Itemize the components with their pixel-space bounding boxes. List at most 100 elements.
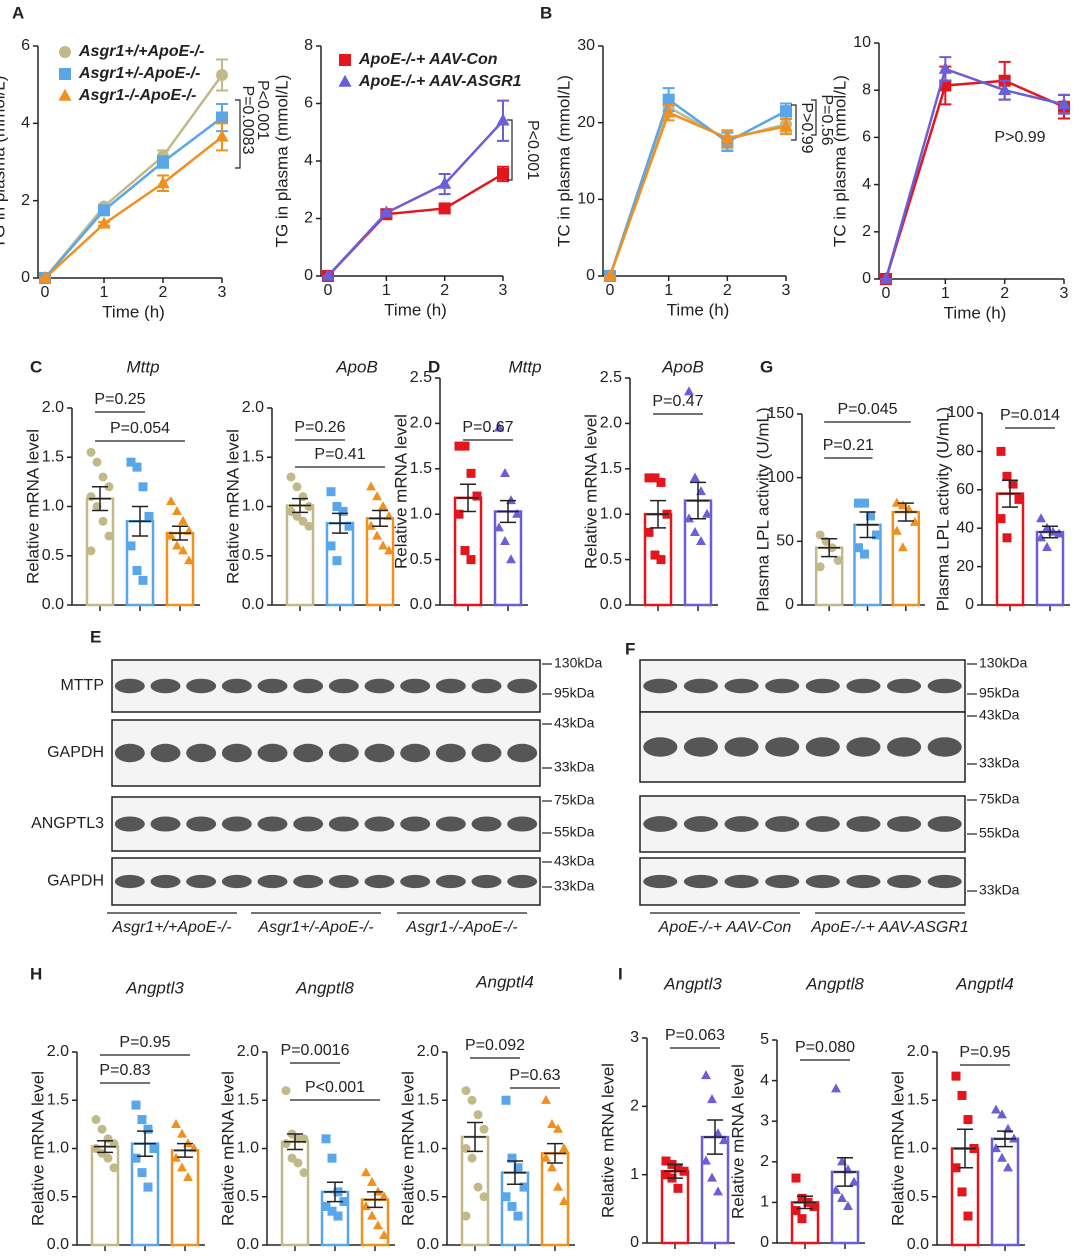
blot-frame [111,719,541,787]
bar [165,531,195,607]
blot-band [805,816,840,832]
marker [97,216,111,229]
x-tick-label: 0 [882,285,891,302]
legend-label: Asgr1+/-ApoE-/- [78,65,200,82]
y-tick-label: 1.0 [242,498,264,515]
blot-band [507,874,538,889]
x-tick-label: 2 [440,282,449,299]
marker [1036,513,1046,523]
marker [372,530,382,540]
y-tick-label: 2.0 [237,1043,259,1060]
marker [860,549,869,559]
marker-label: 43kDa [979,707,1020,723]
marker [438,202,451,215]
marker [339,54,351,66]
panel-label: E [90,627,101,646]
x-tick-label: 1 [664,282,673,299]
x-tick-label: 0 [606,282,615,299]
marker-label: 33kDa [554,878,595,894]
marker [287,1153,297,1163]
marker [998,83,1012,95]
chart-title: ApoB [661,357,704,376]
marker [143,1182,153,1192]
marker [496,113,510,126]
marker [292,511,302,521]
marker [963,1211,973,1221]
error-bar [834,1156,856,1187]
marker [479,1124,489,1134]
line [327,119,504,277]
blot-band [400,678,431,694]
y-tick-label: 1.0 [237,1140,259,1157]
marker [690,472,700,482]
marker [662,93,675,106]
marker [500,536,510,546]
y-tick-label: 1.5 [42,448,64,465]
marker [872,530,881,540]
blot-band [221,816,252,832]
blot-band [364,816,395,832]
blot-band [471,743,502,763]
group-label: ApoE-/-+ AAV-ASGR1 [810,919,969,936]
blot-band [471,678,502,694]
marker [338,74,352,87]
annotation: P=0.67 [462,419,513,436]
panel-label: H [30,964,42,983]
y-tick-label: 2.5 [600,369,622,386]
annotation: P<0.001 [524,120,541,180]
annotation: P=0.56 [818,94,835,145]
blot-band [293,678,324,694]
blot-band [150,874,181,889]
error-bar [647,499,669,529]
blot-band [150,816,181,832]
panel-label: G [760,357,773,376]
marker [338,506,348,516]
marker [1036,532,1046,542]
y-tick-label: 2.0 [42,399,64,416]
y-axis-label: Relative mRNA level [598,1063,617,1218]
blot-band [765,678,800,694]
marker-label: 55kDa [554,824,595,840]
marker [367,1176,377,1186]
marker [494,422,504,432]
y-tick-label: 2 [21,192,30,209]
y-tick-label: 4 [304,152,313,169]
marker [379,205,393,218]
marker [454,509,464,519]
marker [644,473,654,483]
marker [501,1192,511,1202]
blot-band [293,874,324,889]
marker [879,271,893,284]
blot-band [765,737,800,757]
blot-band [328,816,359,832]
annotation: P=0.063 [665,1027,725,1044]
y-tick-label: 2 [630,1098,639,1115]
y-tick-label: 3 [760,1112,769,1129]
chart-title: Angptl4 [955,974,1014,993]
blot-band [846,874,881,889]
marker [1054,528,1064,538]
chart-title: Angptl3 [125,978,184,997]
marker [938,61,952,74]
marker [157,156,169,168]
marker [59,68,71,80]
marker [662,105,676,118]
marker [166,496,176,506]
marker [171,1152,181,1162]
marker [137,1168,147,1178]
line [608,111,787,277]
line [884,79,1065,280]
marker [500,467,510,477]
blot-band [887,678,922,694]
marker-label: 55kDa [979,825,1020,841]
marker [138,575,148,585]
blot-band [186,743,217,763]
marker [454,441,464,451]
marker [473,1110,483,1120]
marker [831,1184,841,1194]
marker [713,1186,723,1196]
marker [344,521,354,531]
legend-label: ApoE-/-+ AAV-Con [358,51,498,68]
marker [673,1163,683,1173]
marker [797,1193,807,1203]
